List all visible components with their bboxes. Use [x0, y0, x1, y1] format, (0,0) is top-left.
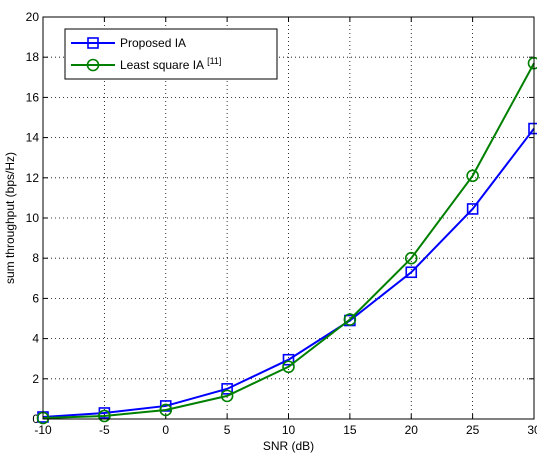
x-tick-label: 30 [527, 423, 537, 437]
x-tick-label: -10 [34, 423, 52, 437]
data-point [98, 409, 111, 423]
legend-entry: Least square IA [11] [71, 56, 221, 72]
y-tick-label: 8 [32, 251, 39, 265]
series-line [42, 127, 535, 418]
x-tick-label: 15 [343, 423, 357, 437]
data-point [220, 389, 234, 403]
legend-entry: Proposed IA [71, 36, 186, 50]
x-tick-label: 5 [224, 423, 231, 437]
y-tick-label: 18 [26, 50, 40, 64]
data-point [404, 251, 418, 265]
legend-label: Least square IA [11] [120, 56, 221, 72]
y-tick-label: 10 [26, 211, 40, 225]
data-point [159, 403, 173, 417]
x-tick-label: 10 [282, 423, 296, 437]
y-axis-ticks: 0 2 4 6 8 10 12 14 16 18 20 [26, 10, 534, 426]
y-tick-label: 14 [26, 131, 40, 145]
y-axis-label: sum throughput (bps/Hz) [3, 152, 17, 284]
y-tick-label: 6 [32, 291, 39, 305]
data-point [466, 203, 479, 215]
data-point [221, 383, 233, 395]
data-point [466, 169, 479, 183]
y-tick-label: 16 [26, 90, 40, 104]
data-point [405, 266, 418, 279]
legend-marker [86, 58, 100, 72]
x-tick-label: -5 [99, 423, 110, 437]
x-tick-label: 20 [405, 423, 419, 437]
legend-label: Proposed IA [120, 36, 186, 50]
series-layer [36, 56, 537, 425]
grid-lines [43, 17, 534, 419]
data-point [282, 360, 295, 374]
data-point [343, 313, 357, 326]
series-line [42, 62, 535, 419]
y-tick-label: 2 [32, 372, 39, 386]
legend-marker [87, 37, 99, 49]
legend: Proposed IA Least square IA [11] [64, 28, 278, 80]
y-tick-label: 4 [32, 332, 39, 346]
data-point [282, 353, 295, 366]
y-tick-label: 12 [26, 171, 40, 185]
legend-box [64, 28, 278, 80]
x-axis-label: SNR (dB) [263, 439, 314, 453]
y-tick-label: 20 [26, 10, 40, 24]
y-tick-label: 0 [32, 412, 39, 426]
plot-frame [42, 16, 535, 420]
x-tick-label: 0 [162, 423, 169, 437]
x-tick-label: 25 [466, 423, 480, 437]
